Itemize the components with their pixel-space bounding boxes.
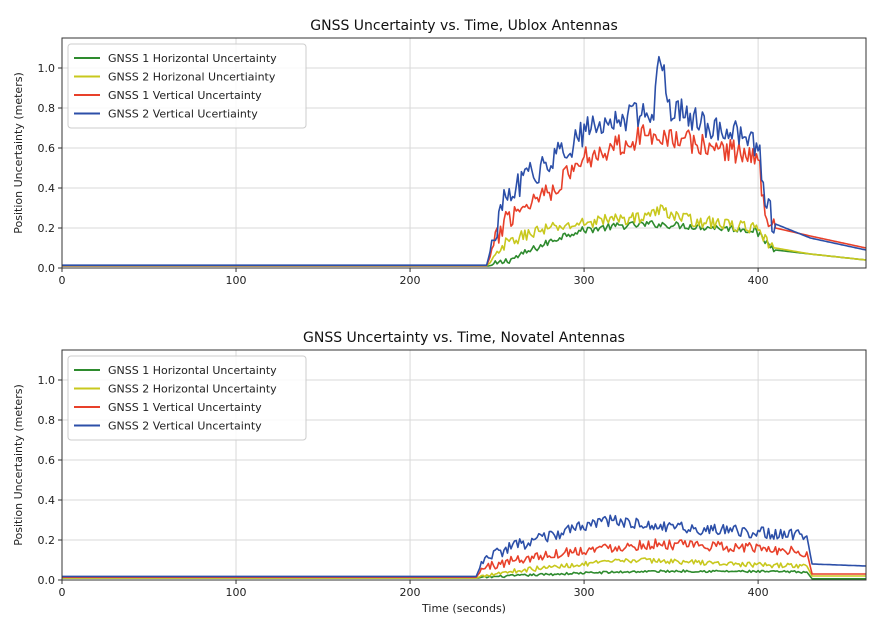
- y-tick-label: 0.2: [38, 534, 56, 547]
- y-tick-label: 1.0: [38, 374, 56, 387]
- x-tick-label: 0: [59, 274, 66, 287]
- y-tick-label: 0.0: [38, 262, 56, 275]
- legend: GNSS 1 Horizontal Uncertainty GNSS 2 Hori…: [67, 355, 307, 441]
- x-axis-label: Time (seconds): [421, 602, 506, 615]
- legend-label-1: GNSS 1 Horizontal Uncertainty: [108, 52, 277, 65]
- chart-title: GNSS Uncertainty vs. Time, Novatel Anten…: [303, 330, 625, 346]
- legend-box: [67, 355, 307, 441]
- legend: GNSS 1 Horizontal Uncertainty GNSS 2 Hori…: [67, 43, 307, 129]
- x-tick-label: 400: [748, 274, 769, 287]
- x-tick-label: 100: [226, 274, 247, 287]
- y-tick-label: 1.0: [38, 62, 56, 75]
- y-tick-label: 0.4: [38, 182, 56, 195]
- legend-label-4: GNSS 2 Vertical Ucertiainty: [108, 108, 258, 121]
- y-tick-label: 0.6: [38, 454, 56, 467]
- chart-title: GNSS Uncertainty vs. Time, Ublox Antenna…: [310, 18, 618, 34]
- y-tick-label: 0.0: [38, 574, 56, 587]
- y-axis-label: Position Uncertainty (meters): [12, 384, 25, 546]
- x-tick-label: 200: [400, 274, 421, 287]
- x-tick-label: 0: [59, 586, 66, 599]
- y-tick-label: 0.8: [38, 414, 56, 427]
- y-axis-label: Position Uncertainty (meters): [12, 72, 25, 234]
- legend-label-3: GNSS 1 Vertical Uncertainty: [108, 89, 262, 102]
- y-tick-label: 0.8: [38, 102, 56, 115]
- legend-box: [67, 43, 307, 129]
- legend-label-4: GNSS 2 Vertical Uncertainty: [108, 420, 262, 433]
- y-tick-label: 0.6: [38, 142, 56, 155]
- x-tick-label: 100: [226, 586, 247, 599]
- legend-label-3: GNSS 1 Vertical Uncertainty: [108, 401, 262, 414]
- x-tick-label: 200: [400, 586, 421, 599]
- plot-frame: [61, 349, 867, 581]
- plot-frame: [61, 37, 867, 269]
- legend-label-2: GNSS 2 Horizontal Uncertainty: [108, 383, 277, 396]
- series-line-4: [62, 514, 867, 578]
- chart-novatel: 0 100 200 300 400 0.0 0.2 0.4 0.6 0.8 1.0 GNSS Unce…: [12, 330, 867, 615]
- x-tick-label: 300: [574, 586, 595, 599]
- x-tick-label: 400: [748, 586, 769, 599]
- x-tick-label: 300: [574, 274, 595, 287]
- legend-label-1: GNSS 1 Horizontal Uncertainty: [108, 364, 277, 377]
- legend-label-2: GNSS 2 Horizonal Uncertiainty: [108, 71, 276, 84]
- series-line-4: [62, 55, 867, 267]
- y-tick-label: 0.2: [38, 222, 56, 235]
- chart-ublox: 0 100 200 300 400 0.0 0.2 0.4 0.6 0.8 1.0 GNSS Unce…: [12, 18, 867, 287]
- y-tick-label: 0.4: [38, 494, 56, 507]
